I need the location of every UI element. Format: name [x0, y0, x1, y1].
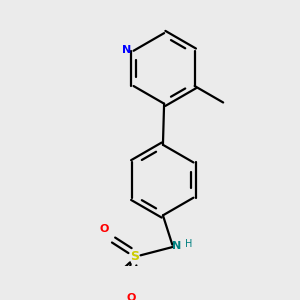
Text: O: O [100, 224, 109, 234]
Text: S: S [130, 250, 139, 263]
Text: N: N [172, 241, 182, 251]
Text: H: H [185, 238, 193, 249]
Text: N: N [122, 45, 132, 55]
Text: O: O [127, 292, 136, 300]
